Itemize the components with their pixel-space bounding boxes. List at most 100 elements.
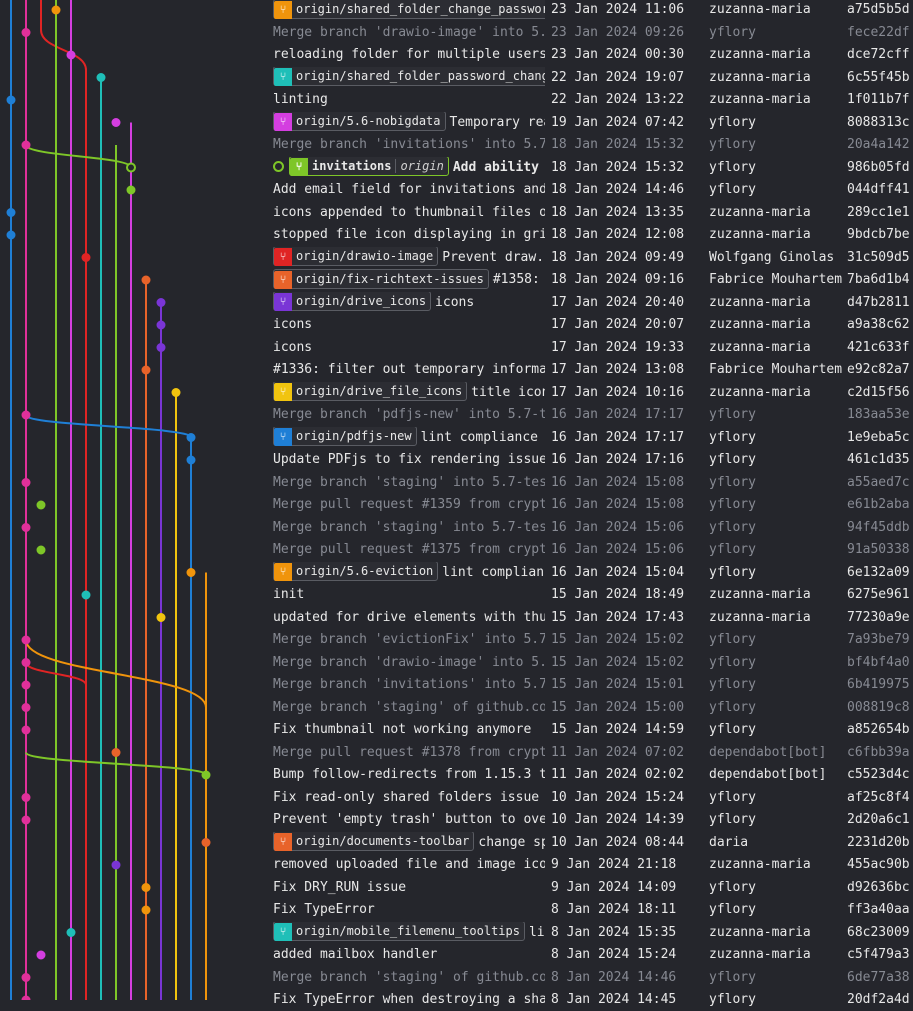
commit-row[interactable]: reloading folder for multiple users 23 Ja… — [0, 44, 913, 66]
commit-row[interactable]: ⑂ origin/shared_folder_change_password 23 … — [0, 0, 913, 21]
commit-node[interactable] — [201, 770, 211, 780]
commit-row[interactable]: init 15 Jan 2024 18:49 zuzanna-maria 6275e9… — [0, 584, 913, 606]
commit-node[interactable] — [141, 883, 151, 892]
commit-row[interactable]: Add email field for invitations and sign… — [0, 179, 913, 201]
commit-row[interactable]: removed uploaded file and image icons fr… — [0, 854, 913, 876]
commit-row[interactable]: Fix TypeError 8 Jan 2024 18:11 yflory ff3a4… — [0, 899, 913, 921]
commit-row[interactable]: Merge branch 'drawio-image' into 5.7-tes… — [0, 22, 913, 44]
commit-row[interactable]: icons 17 Jan 2024 20:07 zuzanna-maria a9a38… — [0, 314, 913, 336]
commit-node[interactable] — [21, 523, 31, 532]
commit-node[interactable] — [6, 230, 16, 240]
commit-node[interactable] — [141, 275, 151, 285]
commit-node[interactable] — [36, 500, 46, 510]
branch-badge[interactable]: ⑂ origin/documents-toolbar — [273, 831, 475, 851]
commit-row[interactable]: ⑂ origin/mobile_filemenu_tooltips lint 8 Ja… — [0, 921, 913, 944]
commit-node[interactable] — [21, 28, 31, 37]
commit-node[interactable] — [171, 388, 181, 397]
commit-row[interactable]: Fix DRY_RUN issue 9 Jan 2024 14:09 yflory d… — [0, 877, 913, 899]
commit-row[interactable]: icons appended to thumbnail files only 18… — [0, 202, 913, 224]
commit-node[interactable] — [111, 748, 121, 757]
commit-node[interactable] — [81, 253, 91, 262]
commit-node[interactable] — [21, 635, 31, 645]
commit-row[interactable]: Merge branch 'invitations' into 5.7-test… — [0, 134, 913, 156]
commit-node[interactable] — [111, 860, 121, 870]
commit-row[interactable]: ⑂ origin/5.6-nobigdata Temporary read-only… — [0, 111, 913, 134]
commit-node[interactable] — [21, 973, 31, 982]
branch-badge[interactable]: ⑂ origin/shared_folder_change_password — [273, 0, 545, 19]
branch-badge[interactable]: ⑂ origin/shared_folder_password_change — [273, 66, 545, 86]
commit-row[interactable]: Merge branch 'staging' into 5.7-test 16 J… — [0, 517, 913, 539]
commit-row[interactable]: ⑂ origin/drive_icons icons 17 Jan 2024 20:4… — [0, 291, 913, 314]
commit-node[interactable] — [126, 162, 136, 173]
branch-badge[interactable]: ⑂ origin/drive_icons — [273, 291, 432, 311]
commit-node[interactable] — [141, 365, 151, 375]
commit-row[interactable]: Update PDFjs to fix rendering issues 16 J… — [0, 449, 913, 471]
commit-node[interactable] — [21, 658, 31, 667]
commit-node[interactable] — [21, 815, 31, 825]
commit-row[interactable]: Merge pull request #1378 from cryptpad 11… — [0, 742, 913, 764]
commit-node[interactable] — [36, 950, 46, 960]
commit-row[interactable]: Merge pull request #1359 from cryptpad 16… — [0, 494, 913, 516]
commit-node[interactable] — [126, 185, 136, 195]
commit-row[interactable]: Bump follow-redirects from 1.15.3 to 1.1… — [0, 764, 913, 786]
commit-row[interactable]: Fix TypeError when destroying a shared f… — [0, 989, 913, 1011]
commit-node[interactable] — [201, 838, 211, 847]
commit-node[interactable] — [111, 118, 121, 127]
commit-node[interactable] — [96, 73, 106, 82]
commit-node[interactable] — [6, 95, 16, 105]
commit-row[interactable]: ⑂ origin/pdfjs-new lint compliance 16 Jan 2… — [0, 426, 913, 449]
commit-row[interactable]: Merge branch 'staging' into 5.7-test 16 J… — [0, 472, 913, 494]
commit-node[interactable] — [66, 50, 76, 60]
commit-node[interactable] — [21, 725, 31, 735]
commit-row[interactable]: Merge branch 'pdfjs-new' into 5.7-test 16… — [0, 404, 913, 426]
branch-badge[interactable]: ⑂ origin/pdfjs-new — [273, 426, 417, 446]
branch-badge[interactable]: ⑂ origin/5.6-eviction — [273, 561, 439, 581]
commit-node[interactable] — [186, 455, 196, 465]
commit-row[interactable]: linting 22 Jan 2024 13:22 zuzanna-maria 1f0… — [0, 89, 913, 111]
commit-node[interactable] — [156, 343, 166, 352]
commit-row[interactable]: ⑂ origin/shared_folder_password_change 22 … — [0, 66, 913, 89]
commit-row[interactable]: Prevent 'empty trash' button to overlap 1… — [0, 809, 913, 831]
commit-node[interactable] — [21, 995, 31, 1001]
commit-node[interactable] — [156, 320, 166, 330]
branch-badge[interactable]: ⑂ origin/5.6-nobigdata — [273, 111, 446, 131]
commit-row[interactable]: stopped file icon displaying in grid mod… — [0, 224, 913, 246]
commit-node[interactable] — [6, 208, 16, 217]
commit-row[interactable]: ⑂ origin/drive_file_icons title icons 17 Ja… — [0, 381, 913, 404]
commit-node[interactable] — [21, 140, 31, 150]
commit-row[interactable]: Merge branch 'evictionFix' into 5.7-test… — [0, 629, 913, 651]
commit-row[interactable]: ⑂ origin/documents-toolbar change spacing 1… — [0, 831, 913, 854]
branch-badge[interactable]: ⑂ origin/drive_file_icons — [273, 381, 468, 401]
commit-row[interactable]: added mailbox handler 8 Jan 2024 15:24 zuz… — [0, 944, 913, 966]
branch-badge[interactable]: ⑂ origin/mobile_filemenu_tooltips — [273, 921, 525, 941]
commit-node[interactable] — [141, 905, 151, 915]
commit-row[interactable]: Merge branch 'staging' of github.com:cry… — [0, 967, 913, 989]
branch-badge[interactable]: ⑂ origin/drawio-image — [273, 246, 439, 266]
commit-node[interactable] — [81, 590, 91, 600]
commit-node[interactable] — [21, 793, 31, 802]
branch-badge[interactable]: ⑂ invitations origin — [289, 156, 449, 176]
commit-row[interactable]: Fix thumbnail not working anymore 15 Jan … — [0, 719, 913, 741]
commit-row[interactable]: ⑂ origin/5.6-eviction lint compliance 16 Ja… — [0, 561, 913, 584]
commit-node[interactable] — [156, 613, 166, 622]
commit-row[interactable]: Fix read-only shared folders issue #1367… — [0, 787, 913, 809]
branch-badge[interactable]: ⑂ origin/fix-richtext-issues — [273, 269, 489, 289]
commit-node[interactable] — [21, 410, 31, 420]
commit-row[interactable]: Merge branch 'drawio-image' into 5.7-tes… — [0, 652, 913, 674]
commit-node[interactable] — [66, 928, 76, 937]
commit-row[interactable]: Merge pull request #1375 from cryptpad 16… — [0, 539, 913, 561]
commit-node[interactable] — [21, 680, 31, 690]
commit-row[interactable]: #1336: filter out temporary information 1… — [0, 359, 913, 381]
commit-node[interactable] — [51, 5, 61, 15]
commit-node[interactable] — [21, 703, 31, 712]
commit-node[interactable] — [36, 545, 46, 555]
commit-row[interactable]: ⑂ origin/fix-richtext-issues #1358: richte… — [0, 269, 913, 291]
commit-row[interactable]: Merge branch 'invitations' into 5.7-test… — [0, 674, 913, 696]
commit-node[interactable] — [186, 433, 196, 442]
commit-row[interactable]: icons 17 Jan 2024 19:33 zuzanna-maria 421c6… — [0, 337, 913, 359]
commit-node[interactable] — [156, 298, 166, 307]
commit-node[interactable] — [186, 568, 196, 577]
commit-row[interactable]: Merge branch 'staging' of github.com:cry… — [0, 697, 913, 719]
commit-node[interactable] — [21, 478, 31, 487]
